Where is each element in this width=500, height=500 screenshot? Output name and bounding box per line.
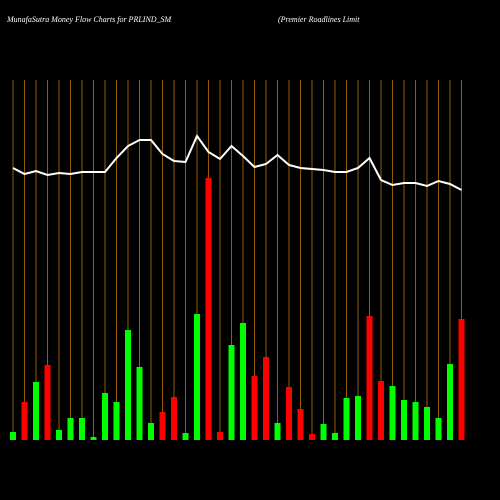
bar xyxy=(435,418,442,440)
bar xyxy=(148,423,154,440)
bar xyxy=(67,418,74,440)
bar xyxy=(240,323,246,440)
bar xyxy=(263,357,269,440)
chart-title: MunafaSutra Money Flow Charts for PRLIND… xyxy=(6,15,173,24)
bar xyxy=(320,424,327,440)
bar xyxy=(366,316,373,440)
bar xyxy=(90,437,97,440)
bar xyxy=(309,434,315,440)
bar xyxy=(113,402,120,440)
bar xyxy=(21,402,28,440)
bar xyxy=(171,397,177,440)
bar xyxy=(332,433,338,440)
bar xyxy=(56,430,62,440)
bar xyxy=(297,409,304,440)
bar xyxy=(458,319,465,440)
bar xyxy=(389,386,396,440)
bar xyxy=(286,387,292,440)
bar xyxy=(412,402,419,440)
bar xyxy=(424,407,430,440)
bar xyxy=(355,396,361,440)
bar xyxy=(102,393,108,440)
bar xyxy=(182,433,189,440)
bar xyxy=(33,382,39,440)
bar xyxy=(274,423,281,440)
bar xyxy=(10,432,16,440)
bar xyxy=(217,432,223,440)
bar xyxy=(79,418,85,440)
bar xyxy=(228,345,235,440)
chart-subtitle: (Premier Roadlines Limit xyxy=(278,15,360,24)
bar xyxy=(159,412,166,440)
bar xyxy=(136,367,143,440)
bar xyxy=(205,178,212,440)
bar xyxy=(401,400,407,440)
bar xyxy=(343,398,350,440)
bar xyxy=(194,314,200,440)
bar xyxy=(378,381,384,440)
bar xyxy=(44,365,51,440)
money-flow-line xyxy=(12,133,462,191)
bar xyxy=(125,330,131,440)
bar xyxy=(447,364,453,440)
bar xyxy=(251,376,258,440)
